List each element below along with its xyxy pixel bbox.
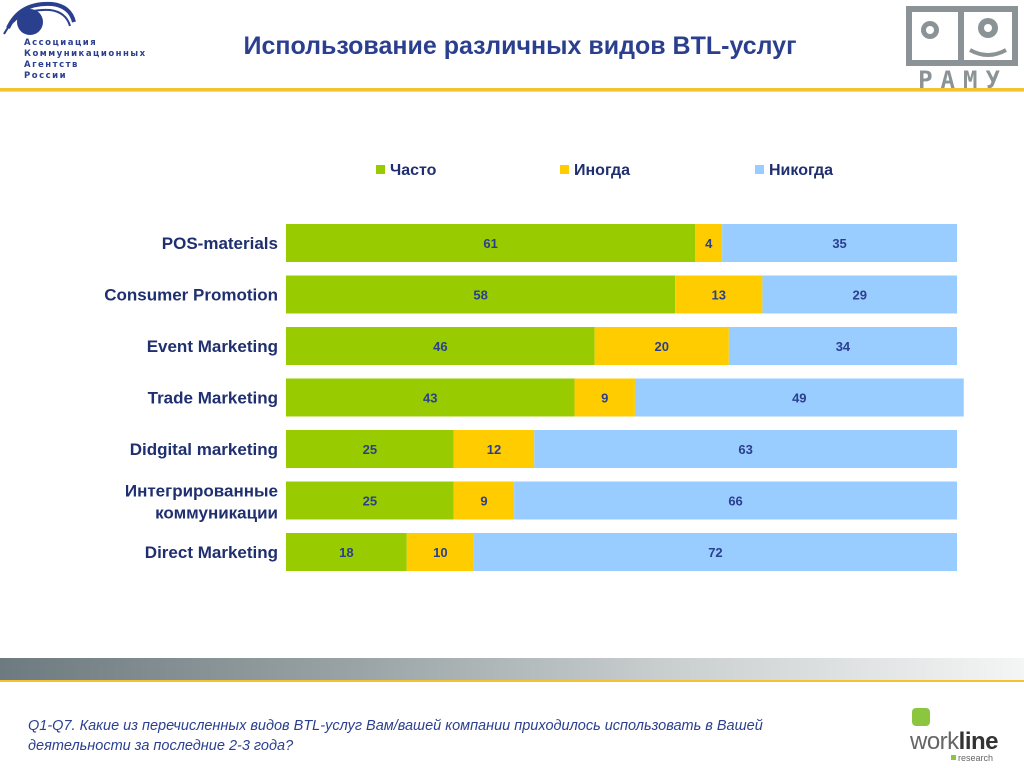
- bar-value-label-2-3: 29: [852, 288, 866, 303]
- chart-legend: Часто Иногда Никогда: [376, 162, 833, 179]
- bar-segment-6-3: [514, 481, 957, 520]
- bar-value-label-6-2: 9: [480, 494, 487, 509]
- footer-band: [0, 658, 1024, 680]
- legend-label-3: Никогда: [769, 162, 833, 179]
- bar-segment-4-3: [634, 378, 964, 417]
- legend-swatch-1: [376, 165, 385, 174]
- footer-divider: [0, 680, 1024, 682]
- bar-segment-3-2: [594, 327, 729, 365]
- bar-value-label-6-1: 25: [363, 494, 377, 509]
- aka-logo-text: Ассоциация Коммуникационных Агентств Рос…: [24, 38, 147, 81]
- legend-label-2: Иногда: [574, 162, 630, 179]
- bar-value-label-4-2: 9: [601, 391, 608, 406]
- bar-segment-3-1: [286, 327, 595, 365]
- header-divider: [0, 88, 1024, 91]
- legend-swatch-2: [560, 165, 569, 174]
- category-label-5: Didgital marketing: [130, 440, 278, 459]
- bar-value-label-7-2: 10: [433, 545, 447, 560]
- bar-segment-7-2: [406, 533, 474, 571]
- bar-segment-4-1: [286, 378, 575, 417]
- bar-segment-6-1: [286, 481, 454, 520]
- bar-segment-4-2: [574, 378, 635, 417]
- bar-segment-2-2: [675, 275, 763, 314]
- bar-segment-5-2: [453, 430, 535, 468]
- bar-segment-7-1: [286, 533, 407, 571]
- category-label-3: Event Marketing: [147, 337, 278, 356]
- workline-subtext: research: [958, 753, 994, 763]
- category-label-6: Интегрированные коммуникации: [125, 482, 278, 523]
- bar-value-label-5-1: 25: [363, 442, 377, 457]
- bar-value-label-3-1: 46: [433, 339, 447, 354]
- bar-segment-7-3: [473, 533, 957, 571]
- bar-segment-2-3: [762, 275, 957, 314]
- ramu-mascot-icon: [906, 6, 1018, 66]
- category-label-4: Trade Marketing: [148, 389, 278, 408]
- workline-logo-text: workline: [910, 728, 999, 755]
- page-title: Использование различных видов BTL-услуг: [243, 32, 797, 60]
- workline-square-icon: [912, 708, 930, 726]
- legend-swatch-3: [755, 165, 764, 174]
- bar-value-label-7-1: 18: [339, 545, 353, 560]
- bar-segment-1-1: [286, 224, 696, 262]
- category-label-1: POS-materials: [162, 234, 278, 253]
- bar-value-label-3-3: 34: [836, 339, 851, 354]
- bar-value-label-4-1: 43: [423, 391, 437, 406]
- bar-value-label-2-2: 13: [712, 288, 726, 303]
- bar-value-label-7-3: 72: [708, 545, 722, 560]
- bar-segment-2-1: [286, 275, 676, 314]
- legend-label-1: Часто: [390, 162, 437, 179]
- bar-value-label-1-1: 61: [483, 236, 497, 251]
- header-divider-shadow: [0, 91, 1024, 92]
- bar-value-label-5-2: 12: [487, 442, 501, 457]
- bar-value-label-2-1: 58: [473, 288, 487, 303]
- category-labels: POS-materials Consumer Promotion Event Mar…: [104, 234, 278, 562]
- bar-area: 61 4 35 58 13 29 46 20 34 43 9 49 25 12 63 25 9 66 18 10 72: [286, 224, 964, 571]
- workline-research-dot-icon: [951, 755, 956, 760]
- aka-emblem-icon: [3, 1, 76, 35]
- category-label-7: Direct Marketing: [145, 543, 278, 562]
- ramu-logo: РАМУ: [906, 6, 1018, 94]
- bar-value-label-3-2: 20: [655, 339, 669, 354]
- bar-segment-1-3: [722, 224, 957, 262]
- bar-segment-3-3: [728, 327, 957, 365]
- bar-segment-5-1: [286, 430, 454, 468]
- bar-segment-5-3: [534, 430, 957, 468]
- survey-question: Q1-Q7. Какие из перечисленных видов BTL-…: [28, 718, 763, 754]
- bar-value-label-5-3: 63: [738, 442, 752, 457]
- workline-logo: workline research: [906, 706, 1016, 763]
- bar-value-label-6-3: 66: [728, 494, 742, 509]
- bar-value-label-1-3: 35: [832, 236, 846, 251]
- bar-value-label-4-3: 49: [792, 391, 806, 406]
- aka-logo: Ассоциация Коммуникационных Агентств Рос…: [0, 0, 150, 92]
- btl-usage-chart: Часто Иногда Никогда POS-materials Consumer…: [104, 162, 964, 571]
- bar-value-label-1-2: 4: [705, 236, 713, 251]
- bar-segment-1-2: [695, 224, 723, 262]
- bar-segment-6-2: [453, 481, 515, 520]
- category-label-2: Consumer Promotion: [104, 286, 278, 305]
